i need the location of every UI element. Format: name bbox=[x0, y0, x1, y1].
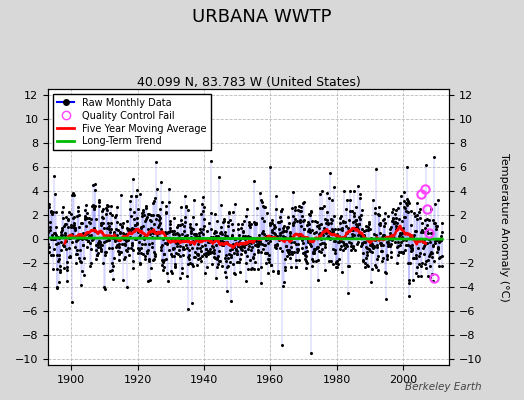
Title: 40.099 N, 83.783 W (United States): 40.099 N, 83.783 W (United States) bbox=[137, 76, 361, 89]
Legend: Raw Monthly Data, Quality Control Fail, Five Year Moving Average, Long-Term Tren: Raw Monthly Data, Quality Control Fail, … bbox=[53, 94, 211, 150]
Text: URBANA WWTP: URBANA WWTP bbox=[192, 8, 332, 26]
Text: Berkeley Earth: Berkeley Earth bbox=[406, 382, 482, 392]
Y-axis label: Temperature Anomaly (°C): Temperature Anomaly (°C) bbox=[499, 153, 509, 302]
